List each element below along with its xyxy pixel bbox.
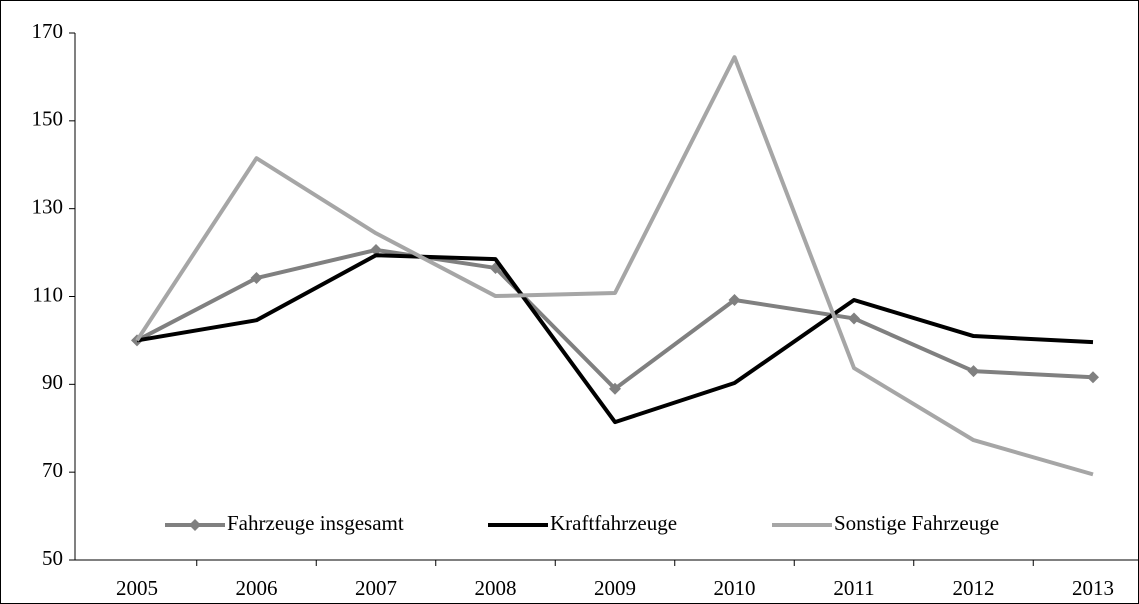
series-line: [136, 253, 1094, 425]
y-tick-label: 50: [42, 546, 63, 570]
series-marker: [967, 365, 980, 378]
series-marker: [848, 312, 860, 325]
y-tick-label: 70: [42, 458, 63, 482]
y-tick-label: 90: [42, 370, 63, 394]
series-marker: [609, 382, 621, 395]
legend-label: Sonstige Fahrzeuge: [834, 511, 999, 535]
y-tick-label: 150: [32, 107, 64, 131]
series-marker: [250, 272, 263, 285]
y-tick-label: 130: [32, 194, 64, 218]
x-tick-label: 2006: [236, 576, 278, 600]
series-line: [135, 55, 1094, 477]
series-marker: [728, 294, 741, 307]
x-tick-label: 2009: [594, 576, 636, 600]
legend-label: Kraftfahrzeuge: [550, 511, 677, 535]
x-tick-label: 2013: [1072, 576, 1114, 600]
y-tick-label: 110: [32, 282, 63, 306]
x-tick-label: 2012: [953, 576, 995, 600]
series-marker: [370, 243, 382, 256]
y-tick-label: 170: [32, 19, 64, 43]
x-tick-label: 2007: [355, 576, 397, 600]
x-tick-label: 2010: [714, 576, 756, 600]
series-marker: [1087, 371, 1099, 384]
x-tick-label: 2011: [833, 576, 874, 600]
x-tick-label: 2008: [475, 576, 517, 600]
legend-label: Fahrzeuge insgesamt: [227, 511, 404, 535]
legend-marker: [189, 519, 201, 531]
x-tick-label: 2005: [116, 576, 158, 600]
